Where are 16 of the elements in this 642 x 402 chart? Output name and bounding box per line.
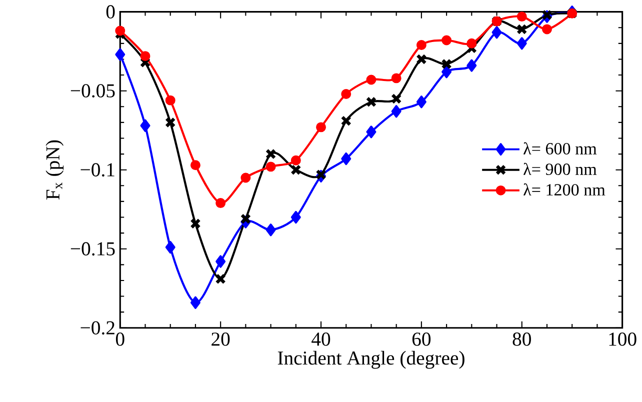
y-tick-label: −0.2 (80, 321, 114, 335)
x-tick-label: 20 (212, 332, 230, 346)
x-tick-label: 60 (412, 332, 431, 346)
legend-label: λ= 600 nm (524, 142, 597, 155)
x-tick-label: 80 (512, 332, 531, 346)
x-tick-label: 100 (609, 332, 636, 346)
y-tick-label: 0 (106, 5, 115, 19)
legend-label: λ= 1200 nm (524, 184, 606, 196)
y-tick-label: −0.05 (70, 84, 115, 98)
x-tick-label: 40 (312, 332, 330, 346)
y-axis-title: F$_{x}$ (pN) (46, 140, 64, 200)
x-axis-title: Incident Angle (degree) (278, 351, 464, 369)
x-tick-label: 0 (116, 332, 124, 346)
y-tick-label: −0.15 (70, 242, 115, 256)
legend-label: λ= 900 nm (524, 162, 597, 176)
y-tick-label: −0.1 (80, 163, 114, 177)
